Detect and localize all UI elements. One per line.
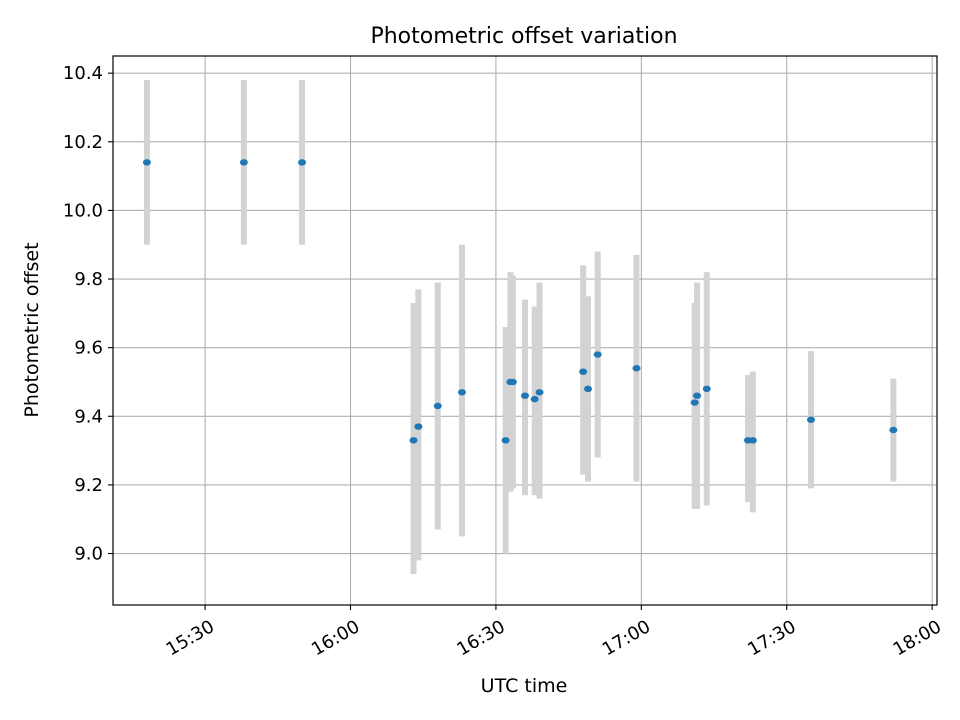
y-tick-label: 9.4: [74, 406, 103, 427]
y-tick-label: 9.6: [74, 338, 103, 359]
y-tick-label: 9.0: [74, 544, 103, 565]
y-axis-label: Photometric offset: [21, 242, 43, 417]
data-point: [530, 395, 539, 403]
data-point: [748, 437, 757, 444]
data-point: [584, 385, 593, 393]
data-point: [414, 423, 423, 430]
data-point: [521, 392, 529, 399]
data-point: [702, 385, 711, 393]
plot-frame: [112, 55, 938, 606]
data-point: [806, 416, 815, 423]
data-point: [593, 351, 602, 358]
data-point: [298, 159, 307, 166]
y-tick-label: 9.2: [74, 475, 103, 496]
data-point: [457, 389, 466, 396]
chart-title: Photometric offset variation: [370, 24, 677, 49]
x-axis-label: UTC time: [481, 675, 568, 697]
data-point: [409, 437, 418, 444]
data-point: [690, 399, 699, 406]
data-points: [142, 159, 898, 444]
y-tick-label: 9.8: [74, 269, 103, 290]
y-tick-label: 10.2: [63, 132, 103, 153]
data-point: [433, 402, 442, 410]
data-point: [239, 159, 248, 166]
data-point: [508, 378, 517, 386]
data-point: [693, 392, 702, 399]
data-point: [579, 368, 588, 375]
data-point: [889, 426, 898, 434]
data-point: [535, 389, 544, 396]
data-point: [142, 159, 151, 166]
y-tick-label: 10.0: [63, 200, 103, 221]
y-tick-label: 10.4: [63, 63, 103, 84]
data-point: [501, 437, 510, 444]
data-point: [632, 365, 641, 372]
